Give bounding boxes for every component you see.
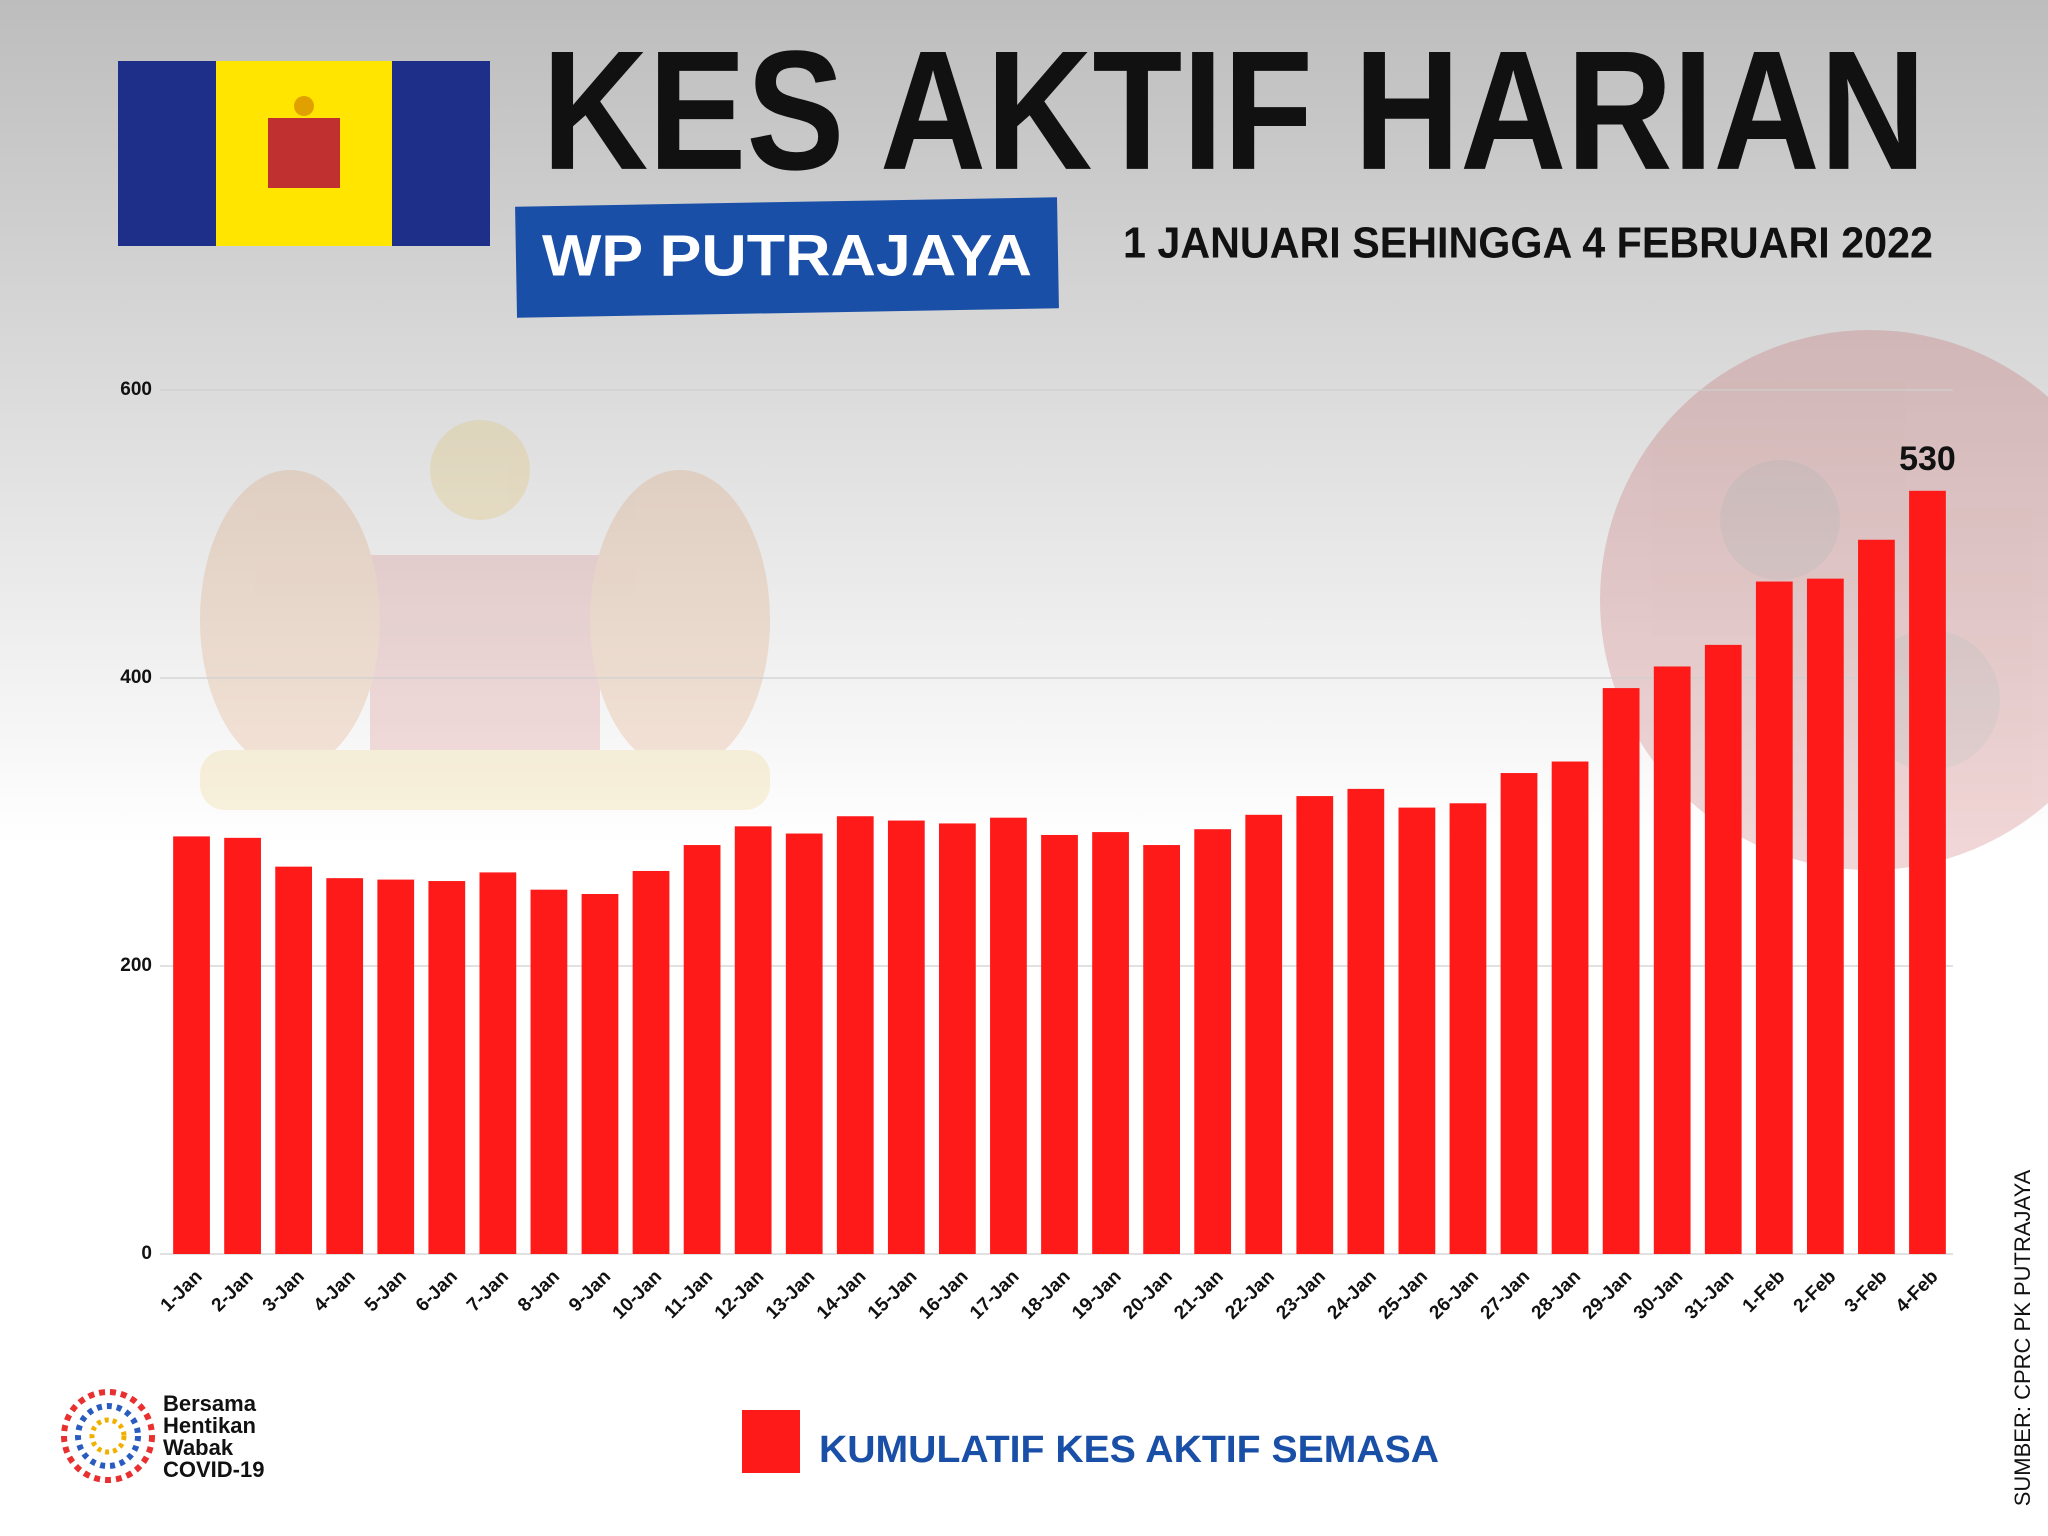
bar — [428, 881, 466, 1254]
y-tick-label: 400 — [120, 667, 152, 688]
bar — [734, 826, 772, 1254]
logo-text: Bersama — [163, 1391, 257, 1416]
logo-text: Hentikan — [163, 1413, 256, 1438]
y-tick-label: 600 — [120, 379, 152, 400]
bar — [479, 872, 517, 1254]
legend-swatch — [742, 1410, 800, 1473]
bar — [1296, 796, 1334, 1254]
region-badge — [515, 197, 1059, 318]
region: WP PUTRAJAYA — [542, 223, 1032, 288]
bar — [1398, 807, 1436, 1254]
bar — [173, 836, 210, 1254]
bar — [1602, 688, 1640, 1254]
bar — [1806, 578, 1844, 1254]
bar — [1092, 832, 1129, 1254]
bar — [1909, 490, 1946, 1254]
flag — [118, 61, 490, 246]
bar — [1858, 539, 1895, 1254]
legend-label: KUMULATIF KES AKTIF SEMASA — [819, 1429, 1439, 1471]
bar — [836, 816, 874, 1254]
bar — [1194, 829, 1232, 1254]
bar — [683, 845, 721, 1254]
source: SUMBER: CPRC PK PUTRAJAYA — [2010, 1169, 2035, 1506]
y-tick-label: 0 — [141, 1243, 152, 1264]
bar — [887, 820, 925, 1254]
bar — [1551, 761, 1589, 1254]
bar — [1704, 644, 1742, 1254]
bar — [1500, 773, 1538, 1254]
bar — [530, 889, 568, 1254]
bar — [275, 866, 313, 1254]
bar — [1653, 666, 1691, 1254]
bar — [785, 833, 823, 1254]
bar — [377, 879, 415, 1254]
bar — [1755, 581, 1793, 1254]
bar — [632, 870, 670, 1254]
title: KES AKTIF HARIAN — [542, 16, 1926, 206]
emblem-watermark — [200, 420, 770, 810]
bar — [581, 894, 619, 1254]
bar — [1143, 845, 1180, 1254]
period: 1 JANUARI SEHINGGA 4 FEBRUARI 2022 — [1123, 219, 1933, 268]
logo-text: Wabak — [163, 1435, 234, 1460]
bar — [326, 878, 364, 1254]
bar — [1041, 834, 1078, 1254]
y-tick-label: 200 — [120, 955, 152, 976]
bar — [990, 817, 1027, 1254]
bar — [939, 823, 976, 1254]
bar — [224, 837, 261, 1254]
logo-text: COVID-19 — [163, 1457, 264, 1482]
bar — [1347, 788, 1385, 1254]
bar — [1245, 814, 1283, 1254]
logo-icon — [61, 1389, 155, 1483]
data-label: 530 — [1899, 440, 1956, 478]
bar — [1449, 803, 1487, 1254]
